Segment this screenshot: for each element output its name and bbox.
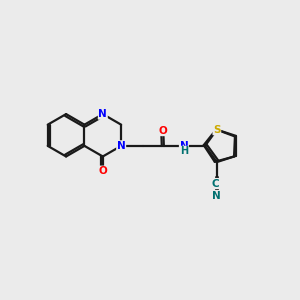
Text: N: N [98,109,107,119]
Text: S: S [213,125,220,135]
Text: C: C [212,178,219,189]
Text: N: N [117,141,125,151]
Text: O: O [159,126,168,136]
Text: N: N [212,190,221,201]
Text: H: H [180,146,188,156]
Text: O: O [98,166,107,176]
Text: N: N [179,141,188,151]
